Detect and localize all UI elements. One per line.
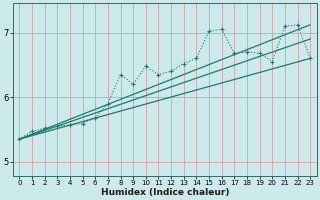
X-axis label: Humidex (Indice chaleur): Humidex (Indice chaleur) bbox=[100, 188, 229, 197]
